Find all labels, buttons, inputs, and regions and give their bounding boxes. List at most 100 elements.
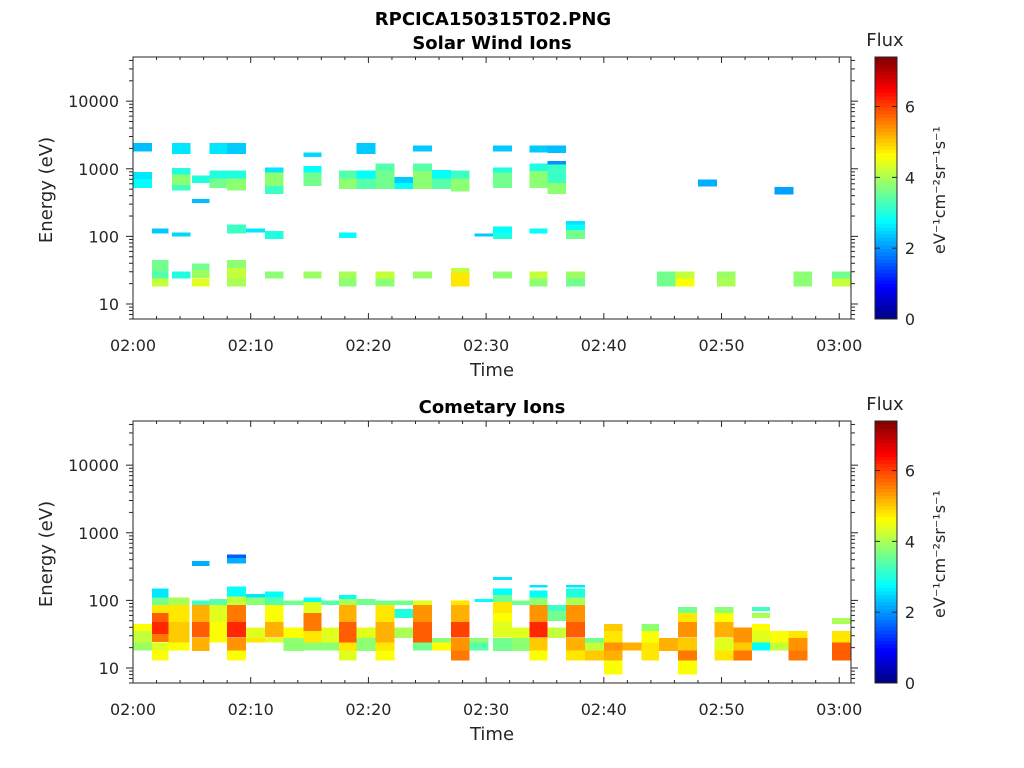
heatmap-cell [191, 621, 210, 638]
y-tick-label: 1000 [78, 160, 119, 179]
colorbar-swatch [875, 491, 897, 496]
heatmap-cell [529, 621, 548, 638]
heatmap-cell [547, 182, 567, 195]
heatmap-cell [566, 588, 585, 598]
colorbar-swatch [875, 92, 897, 97]
heatmap-cell [603, 642, 623, 651]
heatmap-cell [168, 605, 190, 622]
colorbar-swatch [875, 195, 897, 200]
colorbar-swatch [875, 481, 897, 486]
x-tick-label: 02:10 [228, 700, 274, 719]
heatmap-cell [283, 637, 304, 651]
heatmap-cell [529, 278, 548, 287]
heatmap-cell [339, 642, 357, 651]
colorbar-swatch [875, 209, 897, 214]
heatmap-cell [493, 637, 512, 651]
colorbar-swatch [875, 523, 897, 528]
heatmap-cell [450, 178, 470, 192]
heatmap-cell [151, 597, 169, 606]
heatmap-cell [356, 143, 376, 155]
heatmap-cell [339, 650, 357, 661]
heatmap-cell [264, 185, 284, 195]
colorbar-swatch [875, 106, 897, 111]
colorbar-swatch [875, 180, 897, 186]
heatmap-cell [133, 642, 152, 651]
colorbar-swatch [875, 569, 897, 574]
y-tick-label: 100 [88, 591, 119, 610]
heatmap-cell [227, 170, 246, 179]
heatmap-cell [752, 613, 770, 618]
heatmap-cell [375, 621, 395, 643]
heatmap-cell [246, 627, 265, 638]
heatmap-cell [450, 268, 470, 273]
heatmap-cell [678, 621, 697, 638]
heatmap-cell [493, 577, 512, 580]
heatmap-cell [227, 596, 246, 606]
colorbar-swatch [875, 435, 897, 440]
colorbar-swatch [875, 99, 897, 104]
heatmap-cell [566, 271, 585, 279]
heatmap-cell [529, 228, 548, 234]
colorbar-swatch [875, 679, 897, 684]
colorbar-swatch [875, 421, 897, 426]
colorbar-swatch [875, 668, 897, 673]
colorbar-swatch [875, 294, 897, 299]
heatmap-cell [413, 605, 432, 622]
heatmap-cell [356, 170, 376, 179]
heatmap-cell [191, 605, 210, 622]
colorbar-tick-label: 2 [905, 239, 915, 258]
colorbar-swatch [875, 587, 897, 592]
colorbar-swatch [875, 308, 897, 313]
heatmap-cell [622, 642, 642, 651]
heatmap-cell [151, 650, 169, 661]
colorbar-swatch [875, 57, 897, 62]
colorbar-swatch [875, 541, 897, 546]
colorbar-swatch [875, 138, 897, 143]
colorbar-swatch [875, 237, 897, 242]
colorbar-unit: eV⁻¹cm⁻²sr⁻¹s⁻¹ [930, 490, 949, 618]
heatmap-cell [716, 278, 736, 287]
heatmap-cell [339, 621, 357, 643]
heatmap-cell [585, 650, 604, 661]
colorbar-swatch [875, 156, 897, 161]
heatmap-cell [793, 271, 813, 287]
y-tick-label: 10 [99, 295, 119, 314]
heatmap-cell [375, 163, 395, 172]
colorbar-swatch [875, 301, 897, 306]
heatmap-cell [339, 170, 357, 179]
heatmap-cell [450, 621, 470, 638]
x-tick-label: 02:00 [110, 700, 156, 719]
heatmap-cell [171, 184, 191, 191]
colorbar-swatch [875, 60, 897, 65]
colorbar-swatch [875, 131, 897, 136]
heatmap-cell [375, 650, 395, 661]
heatmap-cell [769, 642, 789, 651]
heatmap-cell [752, 631, 770, 643]
heatmap-cell [432, 637, 451, 643]
colorbar-swatch [875, 654, 897, 659]
heatmap-cell [264, 637, 284, 643]
panel-solar-wind-ions: Solar Wind Ions 02:00 02:10 02:20 02:30 02:4… [36, 30, 949, 381]
heatmap-cell [264, 271, 284, 279]
colorbar-swatch [875, 166, 897, 171]
colorbar-swatch [875, 424, 897, 429]
heatmap-cell [227, 278, 246, 287]
heatmap-cell [227, 268, 246, 279]
heatmap-cell [698, 179, 717, 187]
colorbar-swatch [875, 665, 897, 670]
heatmap-cell [191, 198, 210, 204]
heatmap-cell [303, 166, 322, 173]
heatmap-cell [227, 259, 246, 268]
heatmap-cell [264, 591, 284, 598]
heatmap-cell [566, 224, 585, 230]
heatmap-cell [339, 232, 357, 238]
heatmap-cell [303, 601, 322, 613]
heatmap-cell [529, 163, 548, 172]
colorbar-swatch [875, 658, 897, 663]
colorbar-swatch [875, 520, 897, 525]
colorbar-swatch [875, 149, 897, 154]
heatmap-cell [209, 599, 228, 606]
heatmap-cell [641, 623, 660, 632]
plot-frame [132, 420, 852, 684]
colorbar-swatch [875, 290, 897, 295]
